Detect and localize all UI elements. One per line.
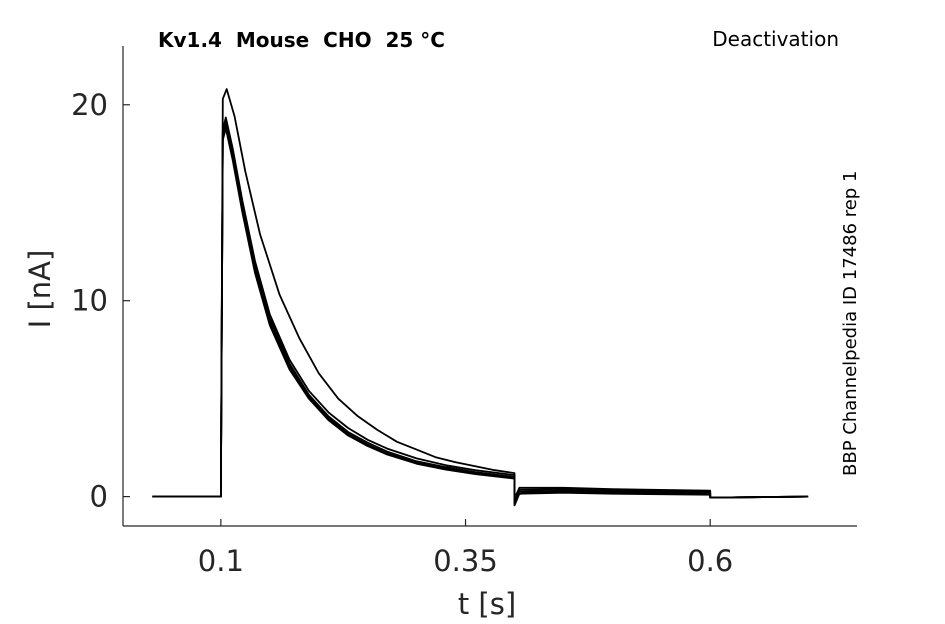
y-tick-label: 0 <box>90 480 108 514</box>
chart-title: Kv1.4 Mouse CHO 25 °C <box>158 28 445 52</box>
y-tick-label: 20 <box>71 88 108 122</box>
protocol-label: Deactivation <box>712 27 839 51</box>
y-axis-label: I [nA] <box>23 250 57 329</box>
x-tick-label: 0.1 <box>198 544 244 578</box>
axis-ticks: 0.1 0.35 0.6 0 10 20 <box>71 88 733 578</box>
y-tick-label: 10 <box>71 284 108 318</box>
x-tick-label: 0.35 <box>433 544 498 578</box>
x-axis-label: t [s] <box>458 587 516 621</box>
trace-group <box>152 88 809 507</box>
x-tick-label: 0.6 <box>687 544 733 578</box>
current-trace-5 <box>152 127 809 500</box>
source-id-label: BBP Channelpedia ID 17486 rep 1 <box>840 171 861 476</box>
